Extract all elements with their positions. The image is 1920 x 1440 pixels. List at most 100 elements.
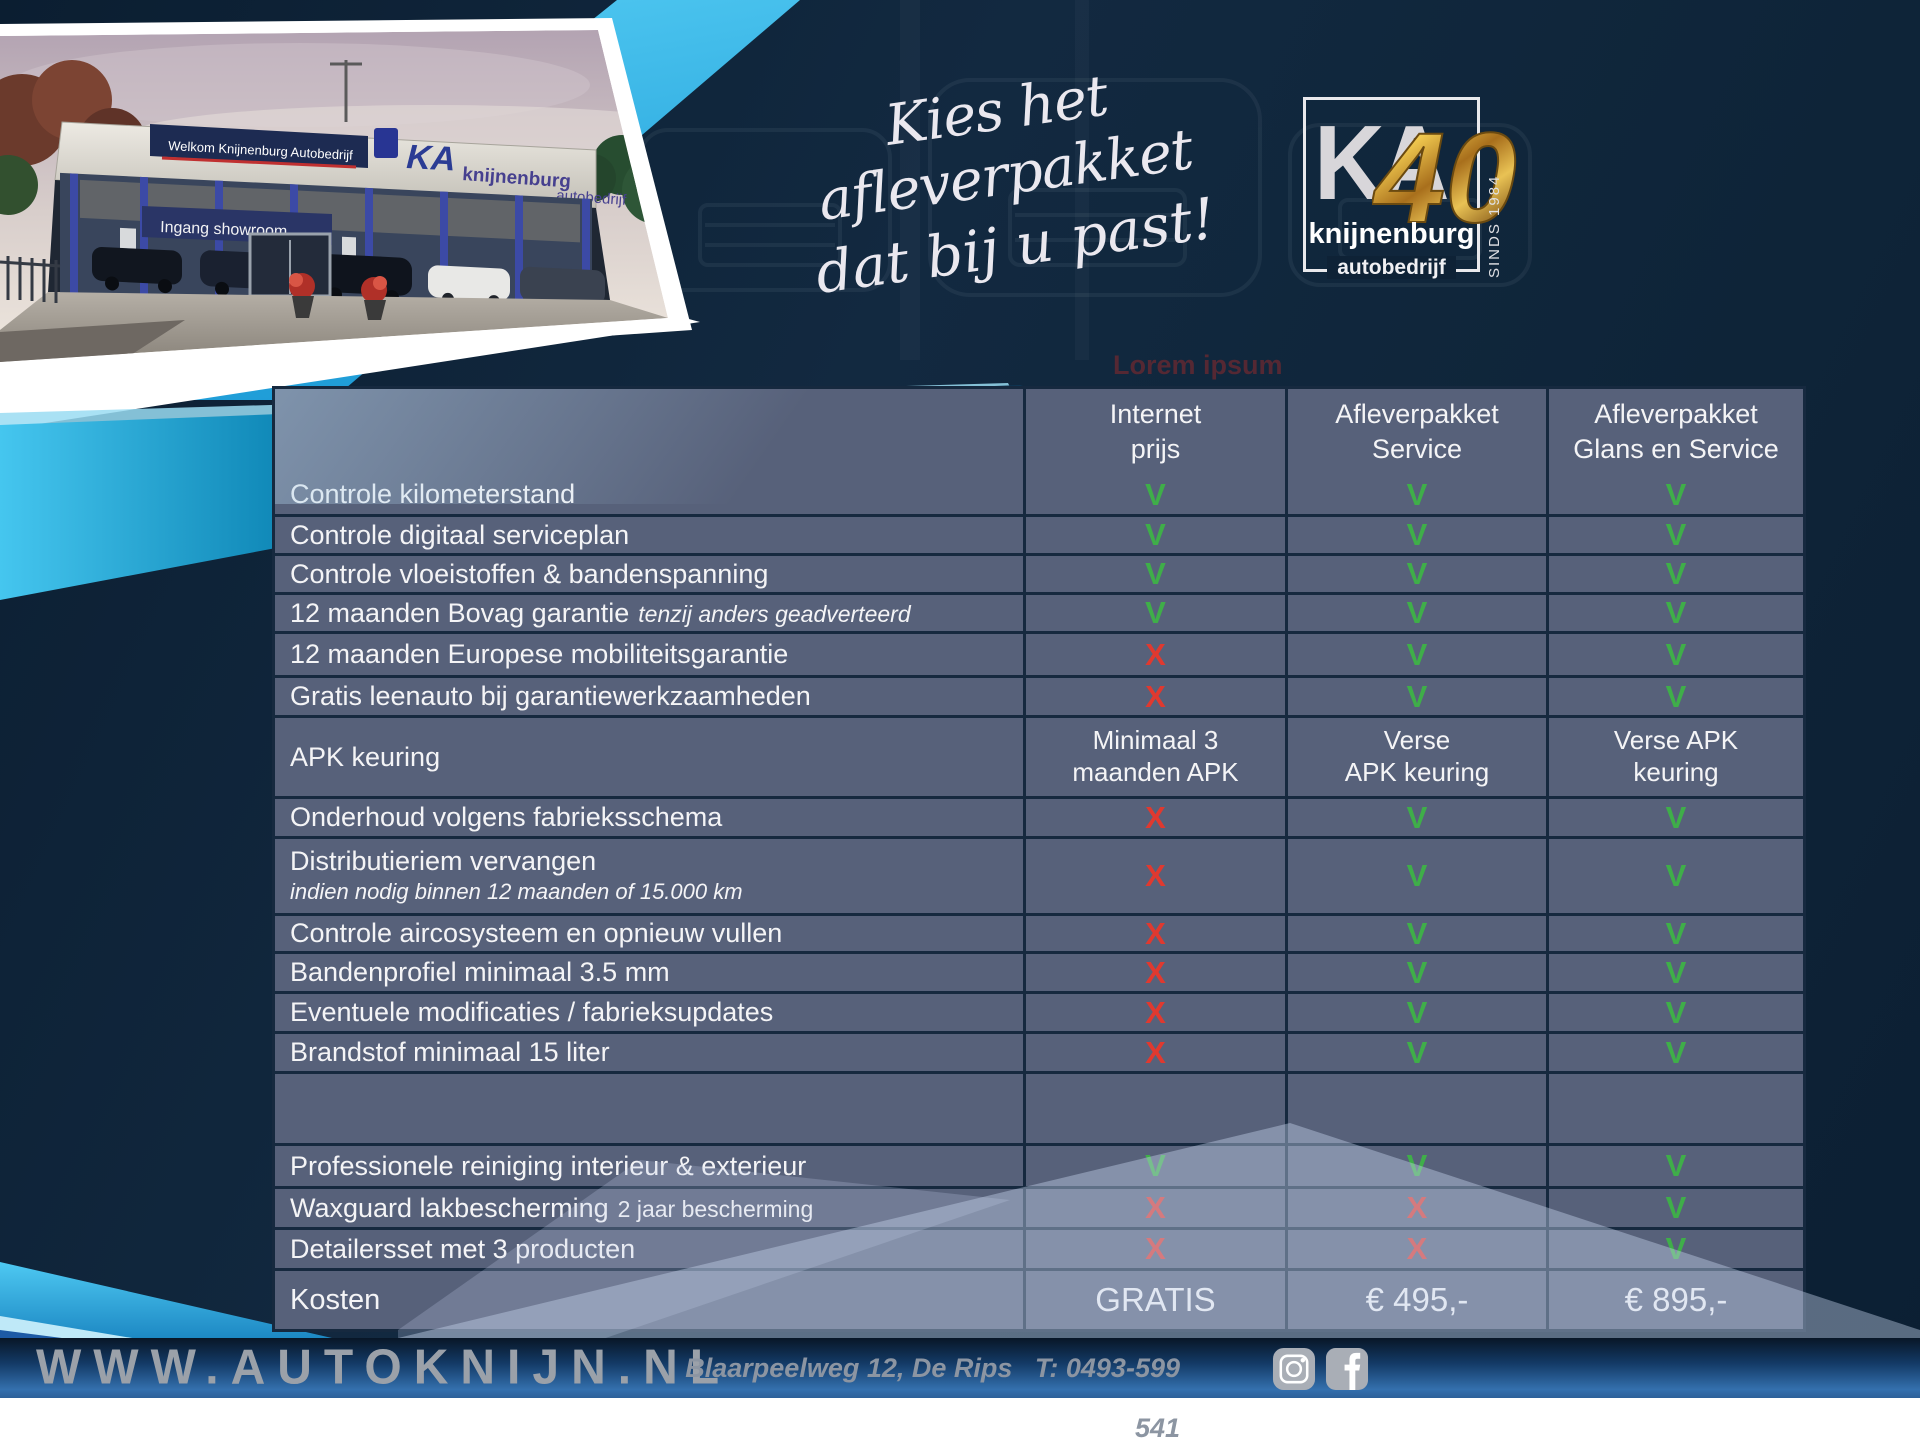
row-label: Controle aircosysteem en opnieuw vullen bbox=[275, 916, 1023, 951]
cell-afleverpakket-service: X bbox=[1285, 1189, 1546, 1227]
cell-afleverpakket-service: V bbox=[1285, 916, 1546, 951]
row-label: Controle vloeistoffen & bandenspanning bbox=[275, 556, 1023, 592]
cell-internet-prijs bbox=[1023, 1074, 1285, 1143]
cell-afleverpakket-glans-service: V bbox=[1546, 916, 1803, 951]
row-label-note: 2 jaar bescherming bbox=[617, 1195, 814, 1222]
row-label: Professionele reiniging interieur & exte… bbox=[275, 1146, 1023, 1186]
cell-afleverpakket-glans-service: V bbox=[1546, 678, 1803, 715]
cell-internet-prijs: X bbox=[1023, 1189, 1285, 1227]
row-label: Eventuele modificaties / fabrieksupdates bbox=[275, 994, 1023, 1031]
table-rows: Controle kilometerstand V V V Controle d… bbox=[275, 475, 1803, 1329]
row-label-text: 12 maanden Europese mobiliteitsgarantie bbox=[290, 639, 789, 670]
row-label-text: Onderhoud volgens fabrieksschema bbox=[290, 802, 723, 833]
cell-afleverpakket-service: € 495,- bbox=[1285, 1271, 1546, 1329]
row-label: Distributieriem vervangen indien nodig b… bbox=[275, 839, 1023, 913]
row-label-text: Controle vloeistoffen & bandenspanning bbox=[290, 558, 769, 589]
row-label-text: Brandstof minimaal 15 liter bbox=[290, 1037, 610, 1068]
header-afleverpakket-glans-service: Afleverpakket Glans en Service bbox=[1546, 389, 1803, 475]
cell-afleverpakket-service: V bbox=[1285, 595, 1546, 631]
row-label: Controle digitaal serviceplan bbox=[275, 517, 1023, 553]
logo-since-text: SINDS 1984 bbox=[1486, 174, 1503, 278]
website-link[interactable]: WWW.AUTOKNIJN.NL bbox=[36, 1340, 732, 1395]
logo-brand-text: knijnenburg bbox=[1308, 218, 1475, 250]
cell-internet-prijs: V bbox=[1023, 475, 1285, 514]
table-row: Bandenprofiel minimaal 3.5 mm X V V bbox=[275, 951, 1803, 991]
cell-internet-prijs: X bbox=[1023, 1034, 1285, 1071]
cell-afleverpakket-glans-service: V bbox=[1546, 839, 1803, 913]
row-label-text: Eventuele modificaties / fabrieksupdates bbox=[290, 997, 774, 1028]
row-label: Brandstof minimaal 15 liter bbox=[275, 1034, 1023, 1071]
cell-internet-prijs: X bbox=[1023, 839, 1285, 913]
cell-afleverpakket-glans-service: V bbox=[1546, 1189, 1803, 1227]
row-label: Detailersset met 3 producten bbox=[275, 1230, 1023, 1268]
logo-box: KA bbox=[1303, 97, 1480, 272]
table-row: Distributieriem vervangen indien nodig b… bbox=[275, 836, 1803, 913]
cell-afleverpakket-service: V bbox=[1285, 678, 1546, 715]
table-row: Controle kilometerstand V V V bbox=[275, 475, 1803, 514]
table-row: Eventuele modificaties / fabrieksupdates… bbox=[275, 991, 1803, 1031]
cell-afleverpakket-service: V bbox=[1285, 994, 1546, 1031]
table-row: Waxguard lakbescherming 2 jaar beschermin… bbox=[275, 1186, 1803, 1227]
row-label-text: Controle aircosysteem en opnieuw vullen bbox=[290, 918, 783, 949]
cell-internet-prijs: X bbox=[1023, 954, 1285, 991]
table-row: Brandstof minimaal 15 liter X V V bbox=[275, 1031, 1803, 1071]
cell-internet-prijs: X bbox=[1023, 634, 1285, 675]
footer-bar: WWW.AUTOKNIJN.NL Blaarpeelweg 12, De Rip… bbox=[0, 1338, 1920, 1440]
cell-afleverpakket-service bbox=[1285, 1074, 1546, 1143]
row-label-text: Kosten bbox=[290, 1283, 381, 1316]
row-label-text: Controle digitaal serviceplan bbox=[290, 519, 630, 550]
header-empty bbox=[275, 389, 1023, 475]
row-label-text: Professionele reiniging interieur & exte… bbox=[290, 1150, 807, 1181]
cell-afleverpakket-service: V bbox=[1285, 634, 1546, 675]
row-label-text: Distributieriem vervangen bbox=[290, 845, 597, 876]
cell-afleverpakket-service: V bbox=[1285, 839, 1546, 913]
faint-cars-backdrop bbox=[638, 78, 1532, 297]
row-label-note-block: indien nodig binnen 12 maanden of 15.000… bbox=[290, 879, 743, 905]
logo-ka-letters: KA bbox=[1314, 103, 1450, 222]
cell-internet-prijs: X bbox=[1023, 1230, 1285, 1268]
cell-afleverpakket-service: V bbox=[1285, 517, 1546, 553]
table-row: APK keuring Minimaal 3 maanden APK Verse… bbox=[275, 715, 1803, 796]
row-label-text: Bandenprofiel minimaal 3.5 mm bbox=[290, 957, 670, 988]
cell-internet-prijs: X bbox=[1023, 994, 1285, 1031]
bottom-pale-sliver bbox=[0, 1316, 150, 1341]
cell-afleverpakket-glans-service: V bbox=[1546, 799, 1803, 836]
cell-afleverpakket-glans-service: V bbox=[1546, 634, 1803, 675]
anniversary-40-icon: 40 bbox=[1372, 106, 1517, 251]
cell-afleverpakket-glans-service: V bbox=[1546, 1230, 1803, 1268]
package-comparison-table: Internet prijs Afleverpakket Service Afl… bbox=[272, 386, 1806, 1332]
facebook-icon[interactable] bbox=[1325, 1347, 1369, 1391]
cell-internet-prijs: V bbox=[1023, 1146, 1285, 1186]
cell-afleverpakket-glans-service: V bbox=[1546, 1146, 1803, 1186]
cell-afleverpakket-service: V bbox=[1285, 799, 1546, 836]
instagram-icon[interactable] bbox=[1272, 1347, 1316, 1391]
row-label: 12 maanden Europese mobiliteitsgarantie bbox=[275, 634, 1023, 675]
cell-afleverpakket-service: V bbox=[1285, 475, 1546, 514]
table-row: Controle digitaal serviceplan V V V bbox=[275, 514, 1803, 553]
cell-internet-prijs: X bbox=[1023, 678, 1285, 715]
cell-internet-prijs: GRATIS bbox=[1023, 1271, 1285, 1329]
row-label: Kosten bbox=[275, 1271, 1023, 1329]
cell-afleverpakket-glans-service: V bbox=[1546, 475, 1803, 514]
cell-afleverpakket-service: V bbox=[1285, 1146, 1546, 1186]
header-internet-prijs: Internet prijs bbox=[1023, 389, 1285, 475]
cell-afleverpakket-service: Verse APK keuring bbox=[1285, 718, 1546, 796]
table-row: Detailersset met 3 producten X X V bbox=[275, 1227, 1803, 1268]
cell-afleverpakket-glans-service: V bbox=[1546, 595, 1803, 631]
cell-internet-prijs: V bbox=[1023, 517, 1285, 553]
row-label bbox=[275, 1074, 1023, 1143]
footer-address: Blaarpeelweg 12, De Rips T: 0493-599 541 bbox=[685, 1353, 1180, 1440]
table-row: 12 maanden Bovag garantie tenzij anders g… bbox=[275, 592, 1803, 631]
cell-internet-prijs: Minimaal 3 maanden APK bbox=[1023, 718, 1285, 796]
cell-afleverpakket-service: V bbox=[1285, 1034, 1546, 1071]
table-row: 12 maanden Europese mobiliteitsgarantie … bbox=[275, 631, 1803, 675]
row-label-text: Detailersset met 3 producten bbox=[290, 1233, 636, 1264]
row-label-text: 12 maanden Bovag garantie bbox=[290, 597, 630, 628]
bottom-cyan-triangle bbox=[0, 1262, 345, 1341]
cell-afleverpakket-service: V bbox=[1285, 954, 1546, 991]
row-label-text: Controle kilometerstand bbox=[290, 479, 576, 510]
row-label: Bandenprofiel minimaal 3.5 mm bbox=[275, 954, 1023, 991]
row-label-text: APK keuring bbox=[290, 741, 441, 772]
table-row: Controle vloeistoffen & bandenspanning V… bbox=[275, 553, 1803, 592]
